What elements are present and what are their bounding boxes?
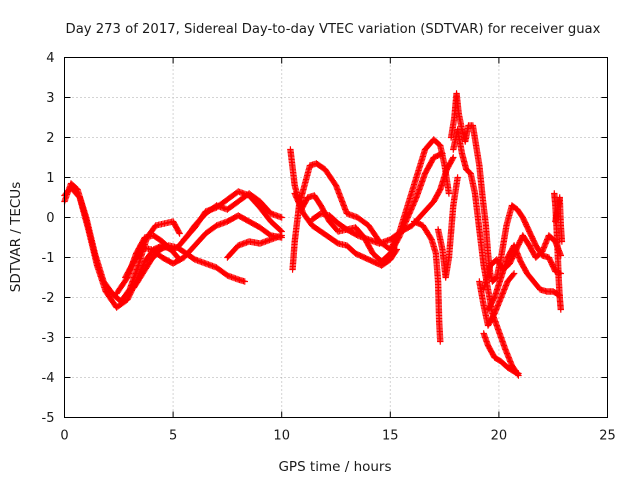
x-tick-label: 10 <box>273 429 290 444</box>
data-point <box>393 246 401 253</box>
data-point <box>439 150 446 157</box>
axis-ticks: 0 5 10 15 20 25 -5 -4 -3 -2 -1 0 1 2 3 4 <box>42 51 616 444</box>
series-arc-c5 <box>410 218 444 345</box>
data-point <box>437 338 444 345</box>
data-point <box>175 229 183 236</box>
data-point <box>392 247 400 254</box>
data-point <box>509 271 517 278</box>
data-point <box>278 214 285 221</box>
data-point <box>515 370 522 377</box>
x-tick-label: 0 <box>60 429 68 444</box>
series-arc-d5 <box>480 330 522 377</box>
x-tick-label: 5 <box>169 429 177 444</box>
data-point <box>454 174 461 181</box>
plot-frame <box>64 57 608 418</box>
series-arc-c4 <box>308 154 457 247</box>
y-tick-label: 1 <box>46 171 54 186</box>
series-arc-e2 <box>552 194 566 245</box>
data-point <box>176 230 183 237</box>
y-tick-label: -5 <box>42 411 55 426</box>
y-tick-label: 3 <box>46 91 54 106</box>
y-tick-label: 0 <box>46 211 54 226</box>
data-point <box>450 154 457 161</box>
x-tick-label: 15 <box>382 429 399 444</box>
series-arc-d2 <box>450 126 522 379</box>
series-arc-c6 <box>434 174 461 281</box>
y-tick-label: -2 <box>42 291 55 306</box>
series-arc-d3 <box>480 232 565 293</box>
series-arc-c3 <box>291 190 401 269</box>
data-point <box>510 270 518 277</box>
data-point <box>241 278 248 285</box>
data-point <box>557 306 565 313</box>
series-arc-d4 <box>484 242 563 313</box>
data-points <box>61 90 566 379</box>
data-point <box>558 238 566 245</box>
x-tick-label: 20 <box>491 429 508 444</box>
data-point <box>445 190 453 197</box>
data-point <box>449 155 456 162</box>
y-tick-label: 2 <box>46 131 54 146</box>
y-tick-label: 4 <box>46 51 54 66</box>
x-tick-label: 25 <box>599 429 616 444</box>
data-point <box>278 232 285 239</box>
y-tick-label: -3 <box>42 331 55 346</box>
series-arc-b4 <box>180 188 285 243</box>
chart-title: Day 273 of 2017, Sidereal Day-to-day VTE… <box>66 22 601 37</box>
series-arc-b3 <box>130 242 248 291</box>
series-arc-b5 <box>224 232 285 261</box>
x-axis-label: GPS time / hours <box>278 459 391 475</box>
y-axis-label: SDTVAR / TECUs <box>8 182 24 292</box>
data-point <box>277 227 284 234</box>
y-tick-label: -1 <box>42 251 55 266</box>
series-arc-d6 <box>476 270 518 329</box>
y-tick-label: -4 <box>42 371 55 386</box>
